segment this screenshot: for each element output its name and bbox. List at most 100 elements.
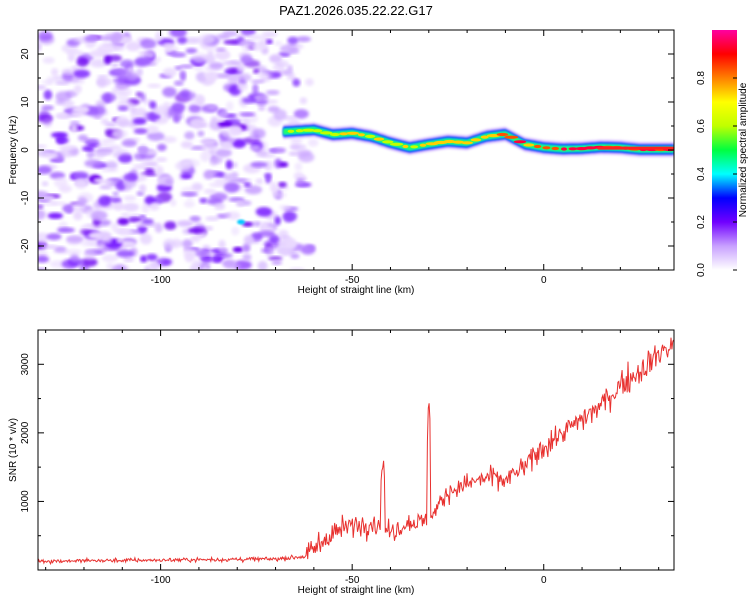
ridge-hotspot (357, 133, 365, 137)
noise-blob (197, 34, 215, 45)
noise-blob (80, 240, 99, 247)
noise-blob (38, 165, 52, 175)
noise-blob (111, 264, 126, 270)
noise-blob (120, 213, 130, 218)
noise-blob (73, 211, 83, 221)
noise-blob (255, 178, 264, 185)
noise-blob (175, 161, 192, 171)
noise-blob (118, 154, 133, 164)
noise-blob (132, 164, 151, 170)
noise-blob (132, 117, 147, 125)
noise-blob (142, 50, 155, 59)
noise-blob (197, 130, 205, 137)
noise-blob (290, 139, 303, 144)
noise-blob (274, 40, 283, 46)
noise-blob (255, 150, 268, 157)
noise-blob (277, 235, 294, 247)
noise-blob (38, 144, 48, 149)
noise-blob (298, 152, 315, 163)
ridge-hotspot (597, 146, 674, 150)
noise-blob (232, 138, 247, 149)
noise-blob (86, 148, 95, 159)
noise-blob (104, 128, 113, 136)
noise-blob (147, 83, 162, 88)
noise-blob (95, 142, 108, 149)
noise-blob (162, 86, 177, 98)
noise-blob (70, 124, 78, 134)
noise-blob (252, 128, 266, 139)
noise-blob (165, 178, 173, 186)
noise-blob (195, 249, 208, 258)
noise-blob (193, 64, 204, 71)
noise-blob (184, 37, 202, 44)
noise-blob (170, 199, 177, 207)
noise-blob (242, 253, 252, 261)
noise-blob (201, 143, 219, 154)
noise-blob (265, 89, 280, 96)
noise-blob (123, 195, 137, 201)
noise-blob (184, 251, 195, 263)
noise-blob (113, 202, 125, 211)
noise-blob (96, 77, 107, 88)
ridge-hotspot (329, 132, 340, 137)
noise-blob (170, 52, 187, 58)
ridge-hotspot (390, 142, 404, 146)
y-tick-label: 2000 (20, 421, 31, 444)
noise-blob (145, 149, 158, 155)
noise-blob (211, 255, 220, 263)
snr-series-line (38, 337, 674, 566)
noise-blob (254, 94, 269, 101)
noise-blob (288, 151, 298, 156)
ridge-hotspot (402, 144, 409, 149)
noise-blob (237, 83, 248, 92)
noise-blob (54, 246, 67, 253)
noise-blob (180, 192, 199, 197)
ridge-hotspot (513, 140, 527, 144)
noise-blob (96, 44, 115, 55)
ridge-hotspot (542, 146, 551, 150)
noise-blob (51, 68, 59, 77)
noise-blob (286, 73, 296, 81)
noise-blob (72, 203, 86, 214)
noise-blob (183, 200, 195, 208)
noise-blob (38, 209, 46, 220)
ridge-hotspot (470, 138, 482, 142)
noise-blob (283, 211, 298, 222)
y-tick-label: 10 (20, 96, 31, 108)
noise-blob (199, 197, 208, 204)
noise-blob (140, 255, 148, 263)
noise-blob (228, 197, 245, 202)
noise-blob (143, 112, 161, 121)
noise-blob (200, 151, 211, 162)
y-tick-label: -10 (20, 190, 31, 205)
noise-blob (308, 138, 319, 147)
noise-blob (162, 111, 170, 123)
noise-blob (163, 238, 176, 250)
noise-blob (66, 235, 84, 243)
noise-blob (251, 79, 265, 84)
noise-blob (240, 30, 256, 36)
noise-blob (56, 136, 69, 144)
noise-blob (229, 178, 248, 183)
y-tick-label: 1000 (20, 490, 31, 513)
noise-blob (84, 138, 100, 146)
noise-blob (252, 221, 262, 227)
noise-blob (176, 113, 184, 120)
noise-blobs (38, 30, 319, 270)
noise-blob (174, 65, 182, 71)
noise-blob (58, 184, 72, 193)
snr-ylabel: SNR (10 * v/v) (8, 418, 19, 482)
noise-blob (72, 171, 89, 181)
y-tick-label: -20 (20, 238, 31, 253)
x-tick-label: 0 (541, 275, 547, 286)
noise-blob (240, 54, 253, 64)
noise-blob (148, 202, 160, 211)
spectrogram-xlabel: Height of straight line (km) (298, 285, 415, 296)
noise-blob (93, 105, 106, 116)
noise-blob (223, 39, 240, 45)
ridge-hotspot (373, 137, 385, 141)
noise-blob (42, 57, 55, 64)
noise-blob (140, 38, 157, 49)
noise-blob (290, 253, 300, 259)
